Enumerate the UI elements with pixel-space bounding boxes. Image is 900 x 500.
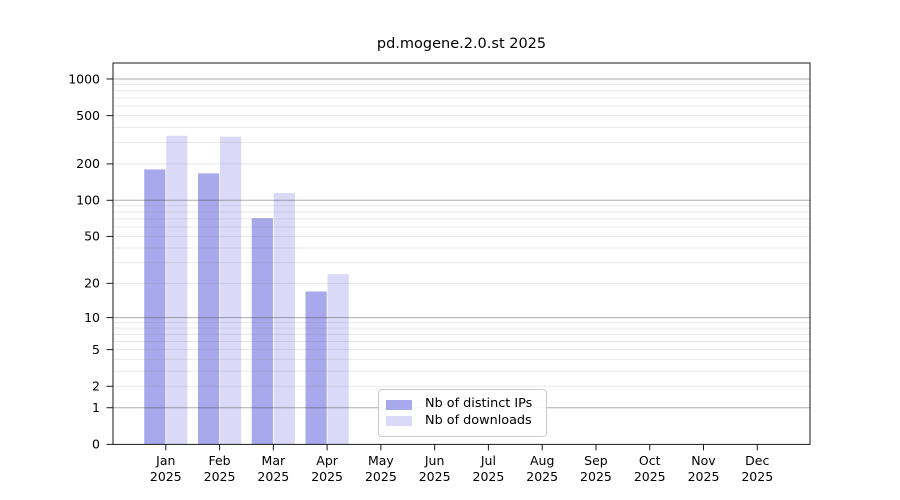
bar-downloads [327, 274, 349, 445]
x-tick-label-month: Dec [745, 453, 769, 468]
x-tick-label-year: 2025 [365, 469, 397, 484]
legend-swatch-distinct-ips [386, 399, 412, 410]
x-tick-label-month: Feb [208, 453, 230, 468]
legend-swatch-downloads [386, 416, 412, 427]
legend-label-distinct-ips: Nb of distinct IPs [425, 396, 533, 412]
y-tick-label: 10 [84, 310, 100, 325]
x-tick-label-year: 2025 [526, 469, 558, 484]
y-tick-label: 50 [84, 229, 100, 244]
x-tick-label-month: Mar [262, 453, 286, 468]
legend-item-downloads: Nb of downloads [386, 413, 539, 428]
legend-item-distinct-ips: Nb of distinct IPs [386, 396, 539, 412]
x-tick-label-year: 2025 [741, 469, 773, 484]
y-tick-label: 500 [76, 108, 100, 123]
x-tick-label-month: Aug [530, 453, 554, 468]
x-tick-label-month: May [368, 453, 394, 468]
bar-distinct-ips [251, 218, 273, 445]
y-tick-label: 20 [84, 276, 100, 291]
bar-downloads [166, 135, 188, 445]
legend-label-downloads: Nb of downloads [425, 413, 532, 428]
x-tick-label-month: Sep [584, 453, 608, 468]
x-tick-label-year: 2025 [580, 469, 612, 484]
x-tick-label-year: 2025 [419, 469, 451, 484]
legend: Nb of distinct IPs Nb of downloads [378, 389, 547, 437]
y-tick-label: 0 [92, 437, 100, 452]
x-tick-label-year: 2025 [634, 469, 666, 484]
bar-distinct-ips [144, 169, 166, 445]
y-tick-label: 5 [92, 342, 100, 357]
chart-title: pd.mogene.2.0.st 2025 [376, 36, 547, 52]
x-tick-label-year: 2025 [257, 469, 289, 484]
x-tick-label-year: 2025 [204, 469, 236, 484]
bar-downloads [273, 192, 295, 445]
x-tick-label-month: Apr [316, 453, 338, 468]
y-tick-label: 200 [76, 156, 100, 171]
y-tick-label: 100 [76, 193, 100, 208]
bar-distinct-ips [197, 173, 220, 445]
x-tick-label-year: 2025 [311, 469, 343, 484]
x-tick-label-month: Jun [424, 453, 445, 468]
bar-downloads [219, 136, 242, 445]
x-tick-label-year: 2025 [688, 469, 720, 484]
x-tick-label-year: 2025 [150, 469, 182, 484]
y-tick-label: 1000 [68, 71, 100, 86]
x-tick-label-month: Oct [639, 453, 661, 468]
x-tick-label-month: Nov [691, 453, 716, 468]
plot-border [112, 62, 811, 445]
y-tick-label: 1 [92, 400, 100, 415]
x-tick-label-year: 2025 [473, 469, 505, 484]
bar-distinct-ips [305, 291, 327, 445]
x-tick-label-month: Jan [155, 453, 175, 468]
y-tick-label: 2 [92, 379, 100, 394]
x-tick-label-month: Jul [480, 453, 496, 468]
